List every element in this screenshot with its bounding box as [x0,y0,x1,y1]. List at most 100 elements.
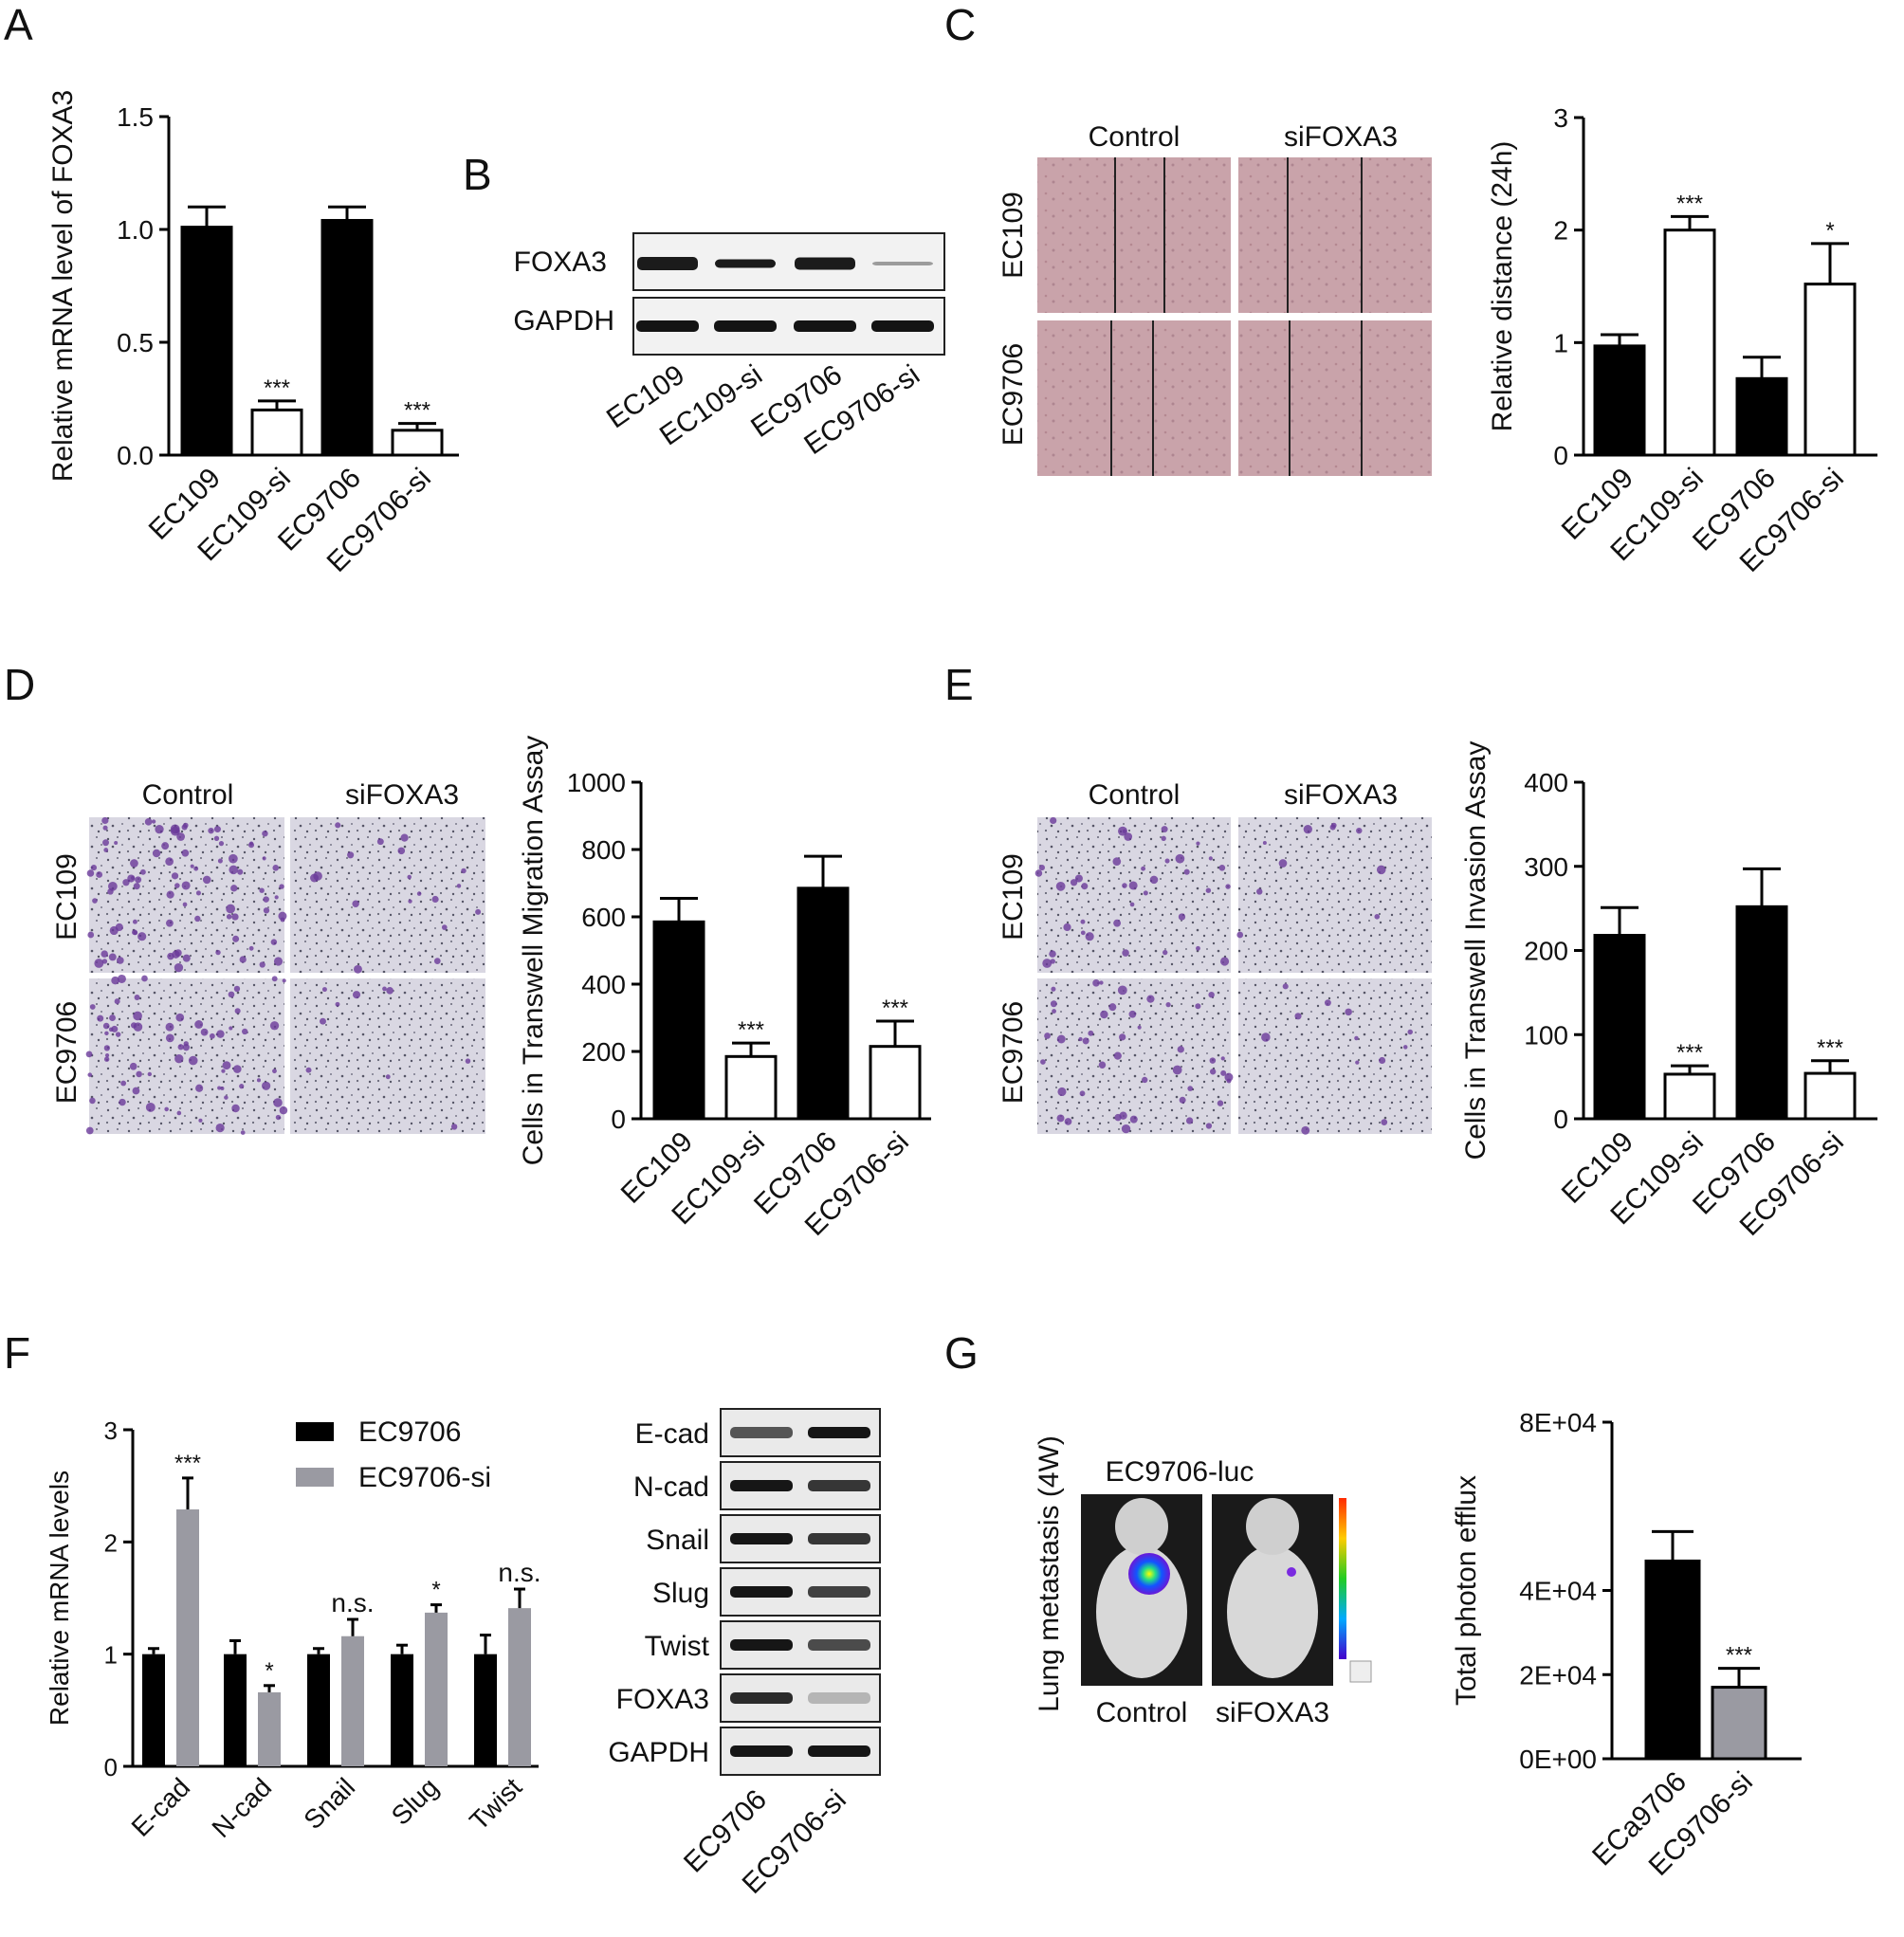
stained-cell [1079,1090,1086,1097]
significance-label: n.s. [498,1558,540,1587]
stained-cell [1301,1125,1310,1135]
stained-cell [1354,1035,1359,1041]
stained-cell [229,865,238,875]
stained-cell [221,1069,226,1073]
panel-label-e: E [944,660,974,709]
stained-cell [120,1080,127,1087]
stained-cell [1407,1029,1413,1035]
stained-cell [456,884,462,888]
blot-band [730,1427,793,1438]
stained-cell [1128,1010,1137,1018]
blot-band [730,1692,793,1704]
stained-cell [232,1065,242,1073]
stained-cell [134,995,140,1000]
stained-cell [1179,1096,1186,1104]
stained-cell [155,825,164,834]
stained-cell [382,986,387,992]
row-label-ec9706: EC9706 [51,1001,82,1104]
stained-cell [97,1014,104,1022]
blot-band-label: FOXA3 [616,1684,709,1715]
stained-cell [188,1055,198,1066]
stained-cell [133,883,140,890]
invasion-images: Control siFOXA3 EC109 EC9706 [998,779,1432,1135]
stained-cell [1219,957,1230,966]
stained-cell [1049,950,1056,958]
blot-band [794,320,856,332]
stained-cell [279,1106,288,1115]
stained-cell [103,1045,110,1051]
stained-cell [1303,825,1312,834]
stained-cell [1164,858,1170,864]
stained-cell [228,991,235,998]
stained-cell [171,872,179,880]
stained-cell [102,825,108,831]
wound-image [1037,157,1231,313]
stained-cell [1114,1113,1122,1122]
stained-cell [431,895,439,904]
stained-cell [94,959,104,968]
significance-label: n.s. [331,1588,374,1617]
blot-band [730,1745,793,1757]
stained-cell [1374,914,1381,920]
stained-cell [1217,1100,1224,1106]
significance-label: *** [264,375,290,401]
stained-cell [198,1118,203,1123]
stained-cell [272,1069,277,1074]
stained-cell [352,900,359,907]
stained-cell [217,1086,222,1090]
invasion-image [1238,817,1432,973]
bar [1593,934,1646,1121]
bar [1735,905,1788,1121]
bar [176,1509,199,1766]
invasion-image [1037,817,1231,973]
stained-cell [1056,1034,1066,1044]
stained-cell [213,826,221,833]
stained-cell [89,1097,96,1105]
blot-band [808,1639,870,1651]
stained-cell [1128,881,1138,890]
stained-cell [174,883,180,888]
stained-cell [129,1062,137,1070]
blot-band [715,259,776,268]
chart-d: 0 200 400 600 800 1000 Cells in Transwell Migr… [518,736,931,1242]
stained-cell [111,1025,119,1032]
panel-label-d: D [4,660,35,709]
stained-cell [1052,1009,1056,1014]
stained-cell [262,1081,271,1090]
y-tick-label: 1.5 [117,102,154,132]
stained-cell [263,907,270,914]
stained-cell [274,895,279,900]
stained-cell [92,898,98,904]
stained-cell [226,904,236,914]
bar [1593,344,1646,457]
stained-cell [109,925,119,936]
blot-band [872,262,933,265]
ivis-label-sifoxa3: siFOXA3 [1216,1697,1329,1728]
stained-cell [213,835,220,841]
stained-cell [1142,1076,1148,1084]
stained-cell [1220,1069,1227,1076]
stained-cell [1178,913,1186,921]
stained-cell [115,1032,121,1037]
blot-band [637,257,698,270]
stained-cell [279,884,284,889]
blot-b-band-label: FOXA3 [514,247,607,278]
stained-cell [1055,881,1066,891]
mouse-head [1246,1498,1299,1555]
stained-cell [271,976,278,982]
stained-cell [305,1067,312,1073]
stained-cell [193,866,199,871]
ivis-title: EC9706-luc [1106,1456,1254,1488]
stained-cell [136,1070,142,1078]
stained-cell [247,842,255,849]
y-tick-label: 2E+04 [1519,1660,1597,1690]
stained-cell [1108,1003,1117,1012]
bar [1663,228,1716,457]
bar [1735,376,1788,457]
stained-cell [376,838,384,846]
stained-cell [144,818,153,826]
bar [258,1691,281,1766]
stained-cell [1085,932,1094,941]
stained-cell [239,1084,245,1089]
